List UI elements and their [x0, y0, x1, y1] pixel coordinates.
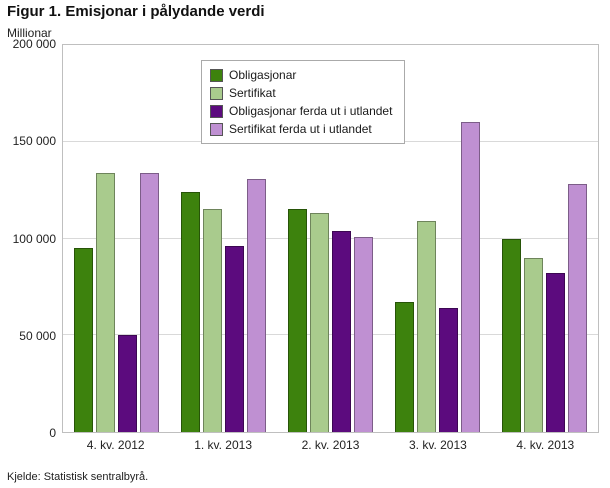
bar-group-4-kv-2012	[63, 45, 170, 432]
legend: Obligasjonar Sertifikat Obligasjonar ferda…	[201, 60, 406, 144]
y-tick-label: 100 000	[12, 231, 56, 246]
bar-obligasjonar-ferda-ut-i-utlandet	[546, 273, 565, 432]
y-tick-label: 50 000	[19, 328, 56, 343]
bar-group-1-kv-2013	[170, 45, 277, 432]
bar-obligasjonar	[74, 248, 93, 432]
bar-sertifikat	[96, 172, 115, 432]
chart-title: Figur 1. Emisjonar i pålydande verdi	[7, 3, 265, 20]
bar-sertifikat-ferda-ut-i-utlandet	[140, 172, 159, 432]
legend-item-obligasjonar: Obligasjonar	[210, 68, 392, 82]
bar-obligasjonar-ferda-ut-i-utlandet	[439, 308, 458, 432]
legend-swatch	[210, 86, 223, 100]
x-tick-label: 3. kv. 2013	[409, 438, 467, 452]
legend-label: Obligasjonar	[229, 68, 297, 82]
legend-swatch	[210, 122, 223, 136]
bar-sertifikat-ferda-ut-i-utlandet	[461, 122, 480, 432]
x-tick-label: 4. kv. 2013	[516, 438, 575, 452]
legend-label: Sertifikat	[229, 86, 276, 100]
y-tick-label: 150 000	[12, 134, 56, 149]
legend-item-sertifikat-ferda-ut-i-utlandet: Sertifikat ferda ut i utlandet	[210, 122, 392, 136]
y-axis-labels: 0 50 000 100 000 150 000 200 000	[0, 37, 56, 440]
legend-swatch	[210, 68, 223, 82]
bar-sertifikat-ferda-ut-i-utlandet	[568, 184, 587, 432]
y-tick-label: 0	[49, 426, 56, 440]
legend-swatch	[210, 104, 223, 118]
bar-group-4-kv-2013	[491, 45, 598, 432]
bar-sertifikat-ferda-ut-i-utlandet	[354, 236, 373, 432]
x-tick-label: 4. kv. 2012	[86, 438, 145, 452]
bar-obligasjonar-ferda-ut-i-utlandet	[225, 246, 244, 432]
x-tick-label: 2. kv. 2013	[301, 438, 360, 452]
bar-sertifikat	[524, 257, 543, 432]
gridline	[63, 334, 598, 336]
bar-sertifikat	[417, 221, 436, 432]
bar-sertifikat	[310, 213, 329, 432]
gridline	[63, 237, 598, 239]
bar-group-3-kv-2013	[384, 45, 491, 432]
legend-item-sertifikat: Sertifikat	[210, 86, 392, 100]
legend-label: Sertifikat ferda ut i utlandet	[229, 122, 372, 136]
x-axis-labels: 4. kv. 2012 1. kv. 2013 2. kv. 2013 3. kv. …	[62, 438, 599, 452]
y-axis-unit-label: Millionar	[7, 26, 52, 40]
legend-item-obligasjonar-ferda-ut-i-utlandet: Obligasjonar ferda ut i utlandet	[210, 104, 392, 118]
bar-obligasjonar-ferda-ut-i-utlandet	[118, 335, 137, 432]
bar-obligasjonar	[288, 209, 307, 432]
bar-sertifikat-ferda-ut-i-utlandet	[247, 178, 266, 432]
bar-groups	[63, 45, 598, 432]
x-tick-label: 1. kv. 2013	[194, 438, 253, 452]
y-tick-label: 200 000	[12, 37, 56, 51]
source-note: Kjelde: Statistisk sentralbyrå.	[7, 471, 149, 483]
bar-group-2-kv-2013	[277, 45, 384, 432]
bar-obligasjonar	[181, 192, 200, 432]
bar-obligasjonar-ferda-ut-i-utlandet	[332, 230, 351, 432]
legend-label: Obligasjonar ferda ut i utlandet	[229, 104, 393, 118]
plot-area: Obligasjonar Sertifikat Obligasjonar ferda…	[62, 44, 599, 433]
bar-obligasjonar	[502, 238, 521, 432]
bar-sertifikat	[203, 209, 222, 432]
bar-obligasjonar	[395, 302, 414, 432]
